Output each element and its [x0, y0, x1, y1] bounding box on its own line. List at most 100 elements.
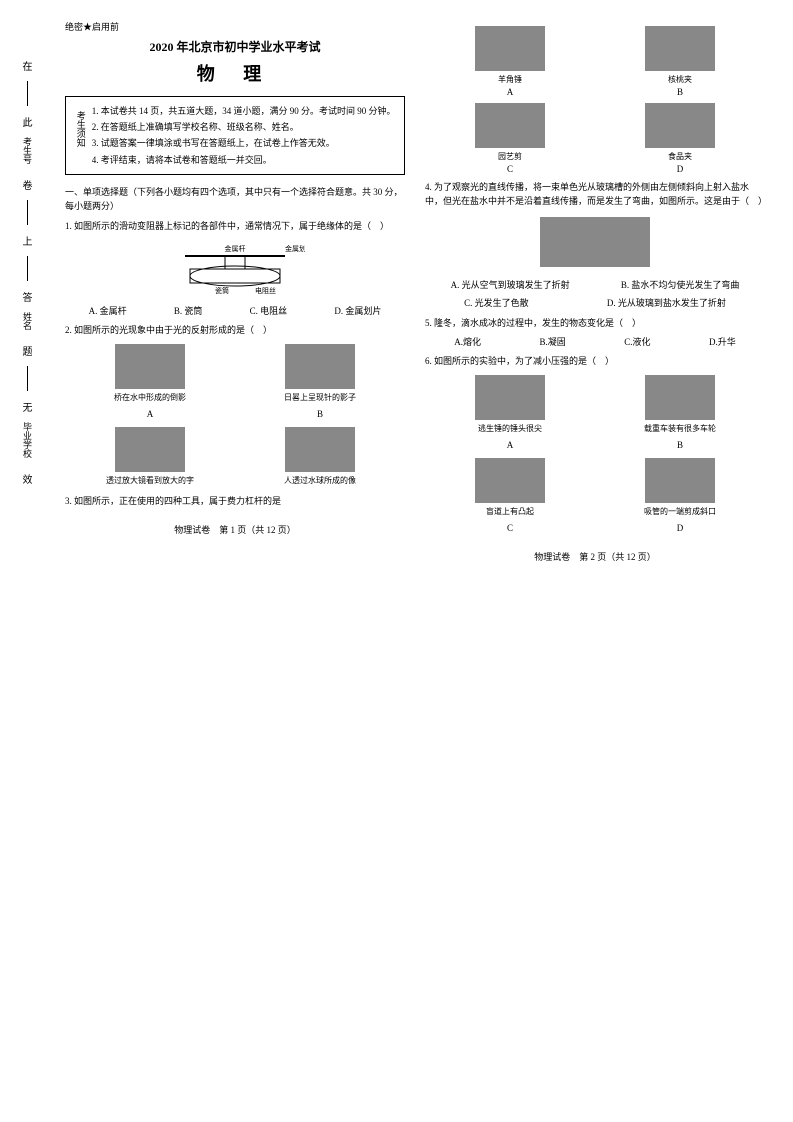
- magnifier-image: [115, 427, 185, 472]
- rheostat-diagram: 金属杆 金属划片 瓷筒 电阻丝: [65, 241, 405, 296]
- margin-char: 无: [23, 399, 33, 414]
- left-margin: 在 此 考生号 卷 上 答 姓名 题 无 毕业学校 效: [10, 20, 45, 563]
- option-letter: D: [677, 521, 684, 535]
- margin-line: [27, 81, 28, 106]
- image-grid: 逃生锤的锤头很尖 A 载重车装有很多车轮 B: [425, 375, 765, 452]
- notice-label: 考生须知: [74, 103, 86, 168]
- light-refraction-image: [540, 217, 650, 267]
- question-text: 5. 隆冬，滴水成冰的过程中，发生的物态变化是（ ）: [425, 316, 765, 330]
- garden-shears-image: [475, 103, 545, 148]
- image-item: 日晷上呈现针的影子 B: [244, 344, 397, 421]
- margin-label: 姓名: [21, 312, 34, 330]
- image-grid: 桥在水中形成的倒影 A 日晷上呈现针的影子 B: [65, 344, 405, 421]
- question-1: 1. 如图所示的滑动变阻器上标记的各部件中，通常情况下，属于绝缘体的是（ ） 金…: [65, 219, 405, 319]
- options-row: C. 光发生了色散 D. 光从玻璃到盐水发生了折射: [425, 296, 765, 310]
- image-item: 透过放大镜看到放大的字: [74, 427, 227, 488]
- options-row: A. 光从空气到玻璃发生了折射 B. 盐水不均匀使光发生了弯曲: [425, 278, 765, 292]
- notice-item: 1. 本试卷共 14 页，共五道大题，34 道小题，满分 90 分。考试时间 9…: [92, 103, 396, 119]
- caption: 载重车装有很多车轮: [644, 423, 716, 436]
- bridge-reflection-image: [115, 344, 185, 389]
- caption: 食品夹: [668, 151, 692, 162]
- margin-char: 此: [23, 114, 33, 129]
- label-metal-slice: 金属划片: [285, 244, 305, 253]
- image-grid: 羊角锤 A 核桃夹 B: [425, 26, 765, 97]
- caption: 核桃夹: [668, 74, 692, 85]
- sundial-image: [285, 344, 355, 389]
- option-d: D.升华: [709, 335, 736, 349]
- label-metal-rod: 金属杆: [225, 244, 246, 253]
- option-letter: A: [507, 438, 514, 452]
- image-item: 食品夹 D: [604, 103, 757, 174]
- notice-box: 考生须知 1. 本试卷共 14 页，共五道大题，34 道小题，满分 90 分。考…: [65, 96, 405, 175]
- option-b: B. 瓷筒: [174, 304, 203, 318]
- image-item: 盲道上有凸起 C: [434, 458, 587, 535]
- caption: 日晷上呈现针的影子: [284, 392, 356, 405]
- option-c: C.液化: [624, 335, 650, 349]
- exam-title: 2020 年北京市初中学业水平考试: [65, 38, 405, 55]
- image-grid: 盲道上有凸起 C 吸管的一端剪成斜口 D: [425, 458, 765, 535]
- question-text: 2. 如图所示的光现象中由于光的反射形成的是（ ）: [65, 323, 405, 337]
- image-item: 园艺剪 C: [434, 103, 587, 174]
- caption: 园艺剪: [498, 151, 522, 162]
- escape-hammer-image: [475, 375, 545, 420]
- section-title: 一、单项选择题（下列各小题均有四个选项，其中只有一个选择符合题意。共 30 分，…: [65, 185, 405, 214]
- truck-wheels-image: [645, 375, 715, 420]
- caption: 盲道上有凸起: [486, 506, 534, 519]
- margin-char: 上: [23, 233, 33, 248]
- question-text: 6. 如图所示的实验中，为了减小压强的是（ ）: [425, 354, 765, 368]
- water-ball-image: [285, 427, 355, 472]
- margin-label: 毕业学校: [21, 422, 34, 458]
- margin-line: [27, 256, 28, 281]
- option-c: C. 电阻丝: [250, 304, 288, 318]
- page-footer: 物理试卷 第 1 页（共 12 页）: [65, 523, 405, 536]
- page-container: 在 此 考生号 卷 上 答 姓名 题 无 毕业学校 效 绝密★启用前 2020 …: [0, 0, 793, 583]
- question-text: 3. 如图所示，正在使用的四种工具，属于费力杠杆的是: [65, 494, 405, 508]
- caption: 透过放大镜看到放大的字: [106, 475, 194, 488]
- light-diagram: [425, 217, 765, 270]
- option-letter: D: [677, 164, 684, 174]
- image-item: 逃生锤的锤头很尖 A: [434, 375, 587, 452]
- option-b: B.凝固: [539, 335, 565, 349]
- notice-list: 1. 本试卷共 14 页，共五道大题，34 道小题，满分 90 分。考试时间 9…: [92, 103, 396, 168]
- caption: 逃生锤的锤头很尖: [478, 423, 542, 436]
- caption: 桥在水中形成的倒影: [114, 392, 186, 405]
- option-letter: A: [507, 87, 514, 97]
- options-row: A.熔化 B.凝固 C.液化 D.升华: [425, 335, 765, 349]
- notice-item: 4. 考评结束，请将本试卷和答题纸一并交回。: [92, 152, 396, 168]
- option-letter: B: [677, 438, 683, 452]
- image-item: 桥在水中形成的倒影 A: [74, 344, 227, 421]
- image-grid: 园艺剪 C 食品夹 D: [425, 103, 765, 174]
- label-wire: 电阻丝: [255, 286, 276, 295]
- image-item: 人透过水球所成的像: [244, 427, 397, 488]
- margin-char: 题: [23, 343, 33, 358]
- label-porcelain: 瓷筒: [215, 286, 229, 295]
- caption: 人透过水球所成的像: [284, 475, 356, 488]
- question-3: 3. 如图所示，正在使用的四种工具，属于费力杠杆的是: [65, 494, 405, 508]
- margin-char: 在: [23, 58, 33, 73]
- option-letter: B: [677, 87, 683, 97]
- option-d: D. 光从玻璃到盐水发生了折射: [607, 296, 726, 310]
- question-2: 2. 如图所示的光现象中由于光的反射形成的是（ ） 桥在水中形成的倒影 A 日晷…: [65, 323, 405, 487]
- question-5: 5. 隆冬，滴水成冰的过程中，发生的物态变化是（ ） A.熔化 B.凝固 C.液…: [425, 316, 765, 350]
- left-page: 绝密★启用前 2020 年北京市初中学业水平考试 物 理 考生须知 1. 本试卷…: [65, 20, 405, 563]
- options-row: A. 金属杆 B. 瓷筒 C. 电阻丝 D. 金属划片: [65, 304, 405, 318]
- notice-item: 3. 试题答案一律填涂或书写在答题纸上，在试卷上作答无效。: [92, 135, 396, 151]
- secret-label: 绝密★启用前: [65, 20, 405, 33]
- caption: 羊角锤: [498, 74, 522, 85]
- margin-char: 卷: [23, 177, 33, 192]
- option-letter: A: [147, 407, 154, 421]
- option-a: A. 光从空气到玻璃发生了折射: [451, 278, 570, 292]
- option-a: A.熔化: [454, 335, 481, 349]
- option-d: D. 金属划片: [334, 304, 381, 318]
- image-item: 核桃夹 B: [604, 26, 757, 97]
- question-text: 1. 如图所示的滑动变阻器上标记的各部件中，通常情况下，属于绝缘体的是（ ）: [65, 219, 405, 233]
- margin-char: 答: [23, 289, 33, 304]
- option-b: B. 盐水不均匀使光发生了弯曲: [621, 278, 740, 292]
- option-letter: B: [317, 407, 323, 421]
- image-item: 羊角锤 A: [434, 26, 587, 97]
- hammer-image: [475, 26, 545, 71]
- option-a: A. 金属杆: [89, 304, 127, 318]
- margin-line: [27, 366, 28, 391]
- margin-line: [27, 200, 28, 225]
- page-footer: 物理试卷 第 2 页（共 12 页）: [425, 550, 765, 563]
